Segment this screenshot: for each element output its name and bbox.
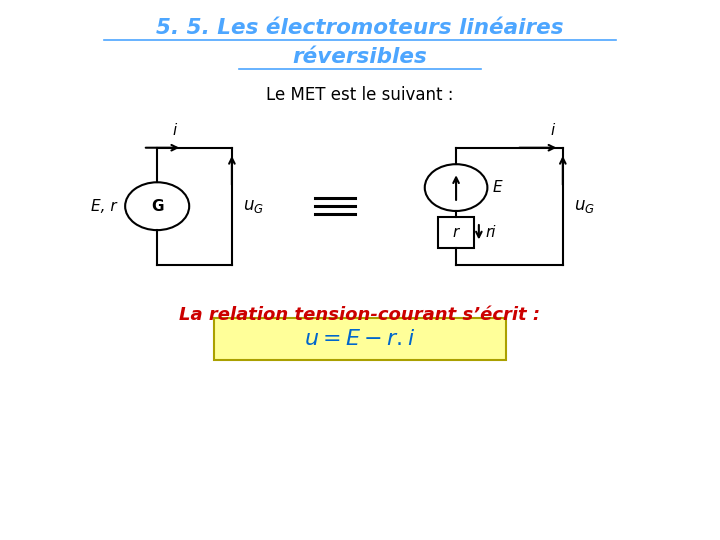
Text: G: G [151,199,163,214]
Text: $u_G$: $u_G$ [243,197,264,215]
Text: i: i [550,123,554,138]
Text: E: E [493,180,503,195]
Text: La relation tension-courant s’écrit :: La relation tension-courant s’écrit : [179,306,541,324]
Text: réversibles: réversibles [292,48,428,68]
Text: $u_G$: $u_G$ [574,197,595,215]
Text: ri: ri [486,225,497,240]
Text: 5. 5. Les électromoteurs linéaires: 5. 5. Les électromoteurs linéaires [156,18,564,38]
Text: Le MET est le suivant :: Le MET est le suivant : [266,85,454,104]
Text: r: r [453,225,459,240]
FancyBboxPatch shape [438,217,474,248]
Text: i: i [173,123,177,138]
Text: $\mathit{u = E - r.i}$: $\mathit{u = E - r.i}$ [305,329,415,349]
Text: E, r: E, r [91,199,117,214]
FancyBboxPatch shape [214,318,506,360]
